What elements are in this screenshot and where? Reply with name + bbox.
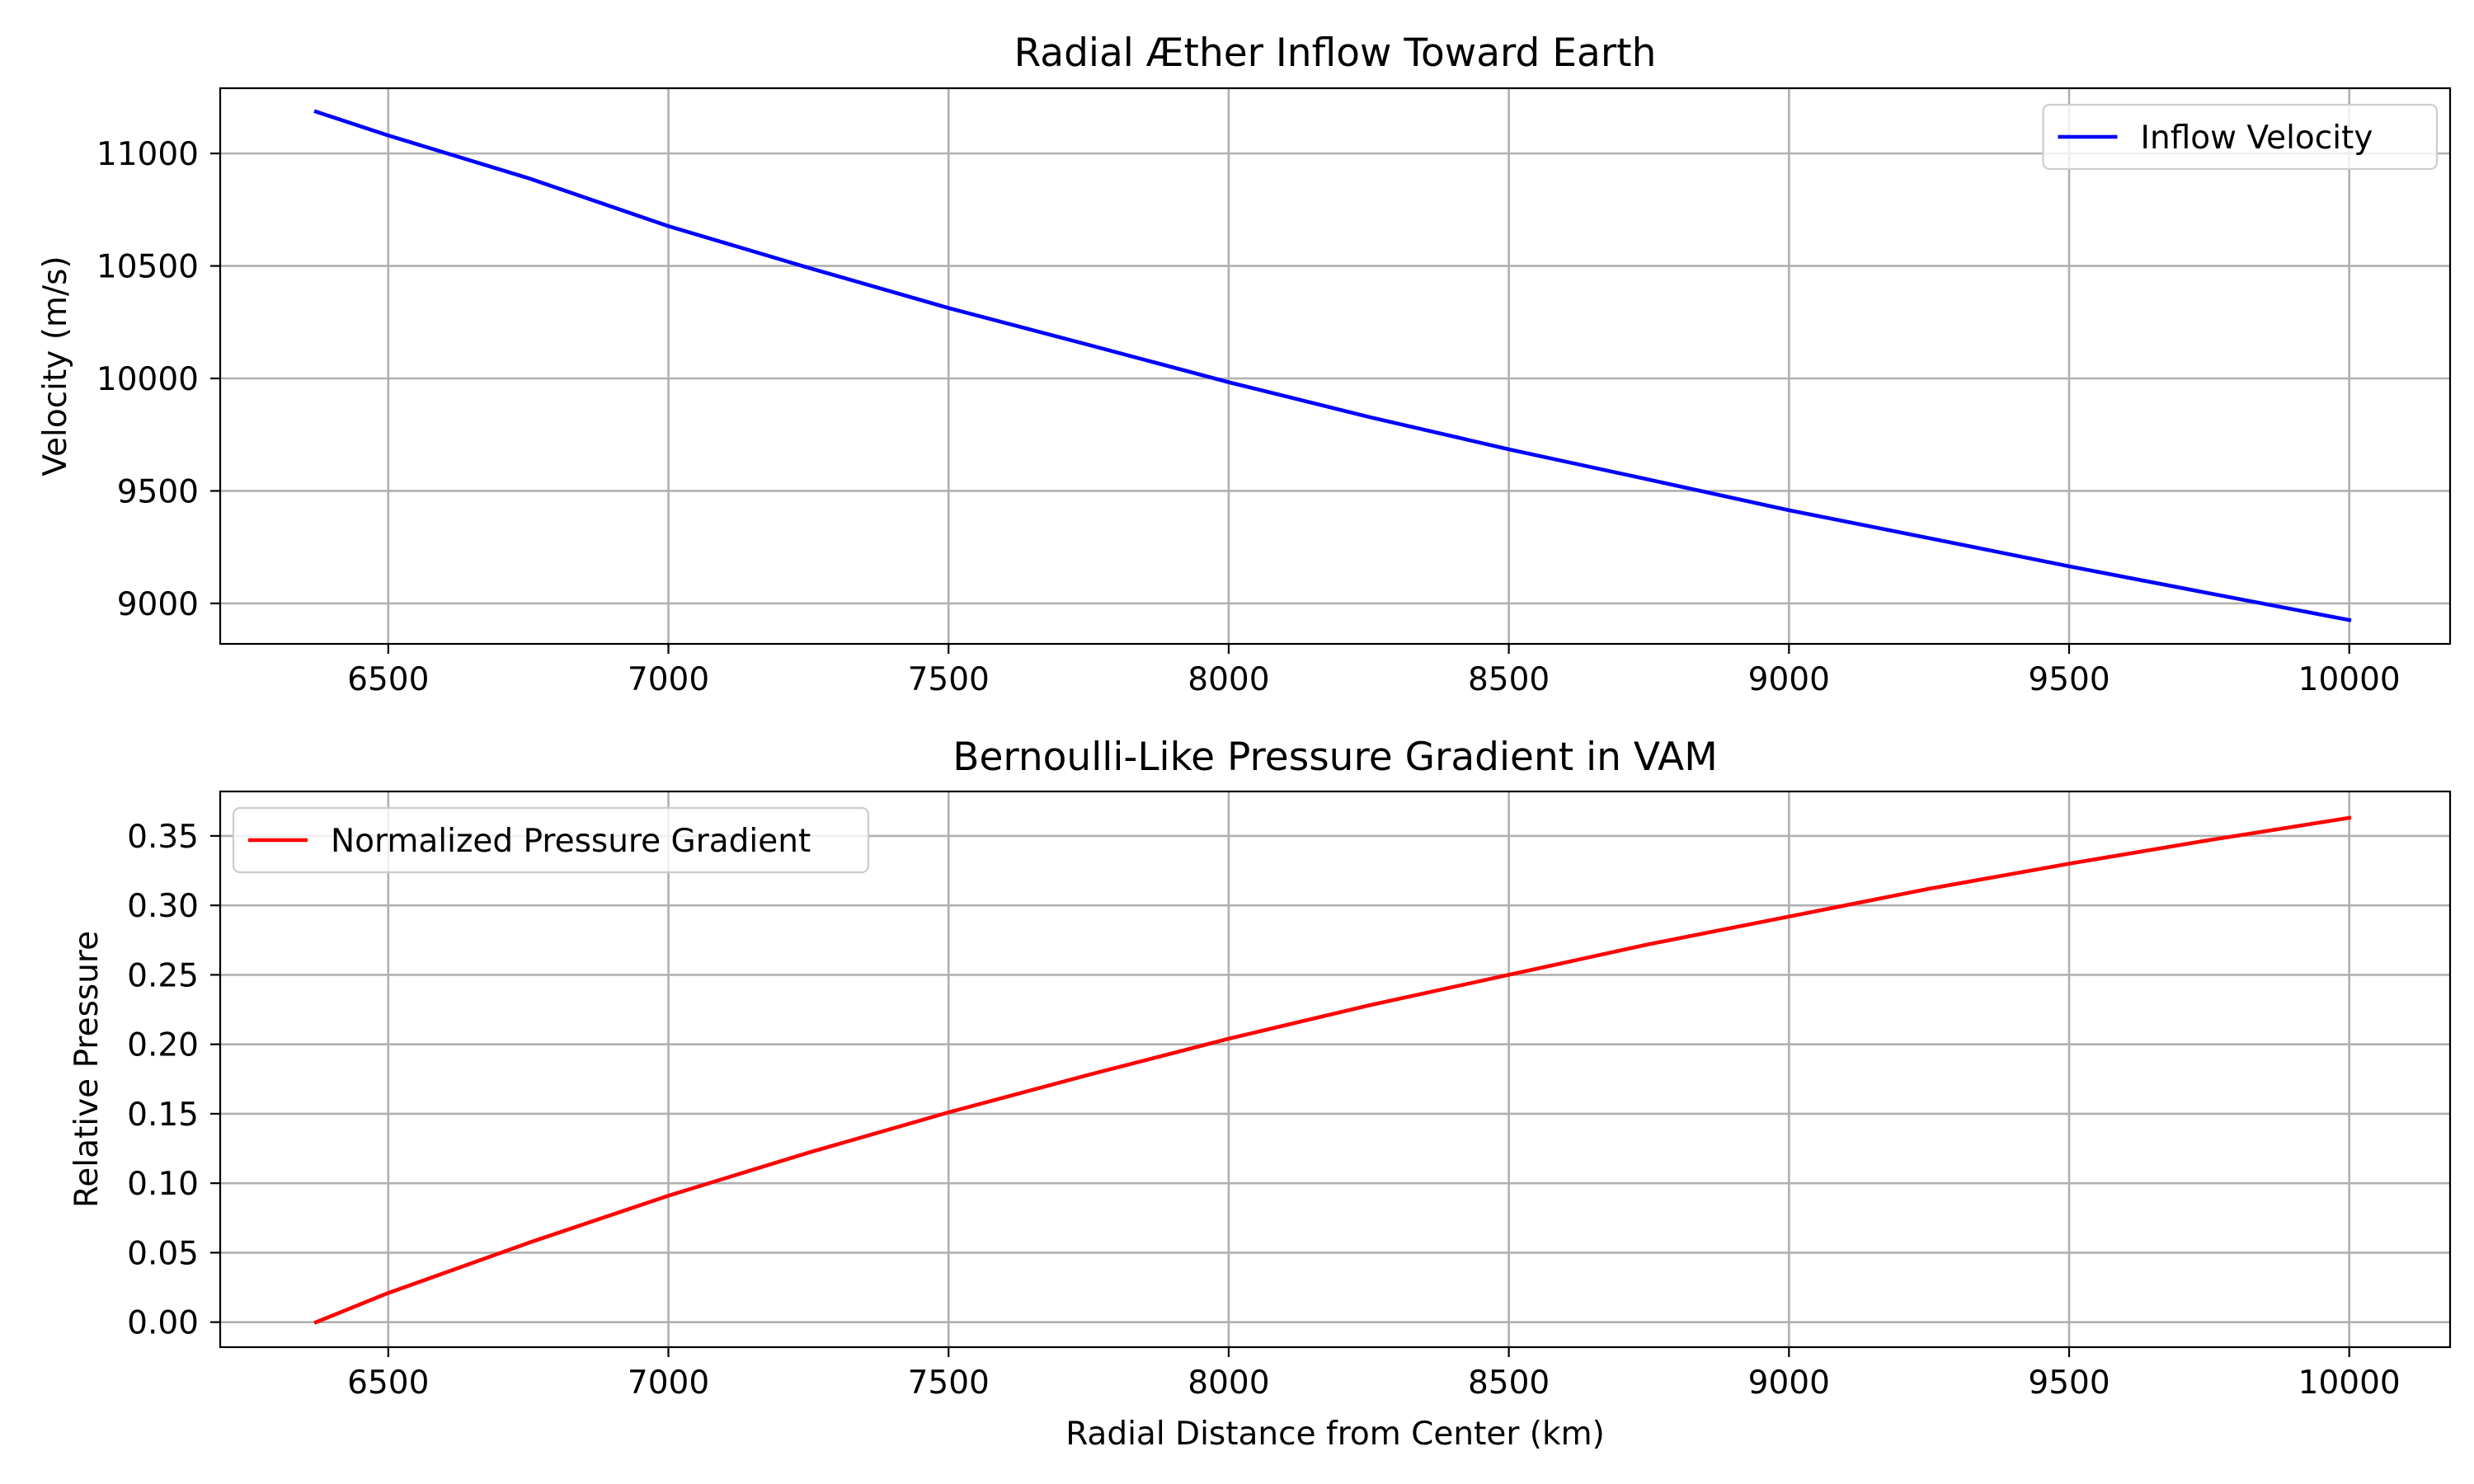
series-layer xyxy=(313,109,2352,622)
x-tick-label: 8500 xyxy=(1468,661,1550,698)
legend: Inflow Velocity xyxy=(2042,103,2439,171)
chart-title: Radial Æther Inflow Toward Earth xyxy=(1014,31,1657,76)
ticks: 6500 7000 7500 8000 8500 9000 9500 10000 0.00 0.0… xyxy=(127,819,2401,1402)
ticks: 6500 7000 7500 8000 8500 9000 9500 10000 9000 950… xyxy=(96,136,2401,698)
y-tick-label: 0.25 xyxy=(127,957,199,994)
x-tick-label: 10000 xyxy=(2298,1364,2401,1402)
x-tick-label: 9000 xyxy=(1748,661,1830,698)
x-tick-label: 6500 xyxy=(347,661,429,698)
y-tick-label: 0.05 xyxy=(127,1235,199,1272)
x-tick-label: 7000 xyxy=(628,1364,709,1402)
x-tick-label: 8500 xyxy=(1468,1364,1550,1402)
x-tick-label: 7500 xyxy=(908,1364,990,1402)
series-layer xyxy=(313,815,2352,1325)
y-tick-label: 10500 xyxy=(96,249,199,286)
y-axis-label: Relative Pressure xyxy=(68,931,106,1208)
y-tick-label: 9500 xyxy=(117,473,199,510)
x-tick-label: 6500 xyxy=(347,1364,429,1402)
x-tick-label: 7500 xyxy=(908,661,990,698)
y-tick-label: 0.30 xyxy=(127,888,199,925)
x-tick-label: 8000 xyxy=(1188,661,1269,698)
legend-label: Normalized Pressure Gradient xyxy=(331,823,811,860)
pressure-chart: Bernoulli-Like Pressure Gradient in VAM … xyxy=(68,735,2452,1453)
grid xyxy=(220,791,2450,1347)
velocity-chart: Radial Æther Inflow Toward Earth Velocit… xyxy=(37,31,2452,698)
chart-title: Bernoulli-Like Pressure Gradient in VAM xyxy=(952,735,1718,780)
x-axis-label: Radial Distance from Center (km) xyxy=(1065,1416,1605,1453)
y-tick-label: 0.15 xyxy=(127,1097,199,1134)
series-line-1 xyxy=(313,109,2352,622)
x-tick-label: 9000 xyxy=(1748,1364,1830,1402)
y-tick-label: 0.20 xyxy=(127,1027,199,1064)
grid xyxy=(220,88,2450,644)
x-tick-label: 8000 xyxy=(1188,1364,1269,1402)
plot-frame xyxy=(219,790,2452,1349)
y-axis-label: Velocity (m/s) xyxy=(37,256,74,476)
plot-frame xyxy=(219,87,2452,646)
x-tick-label: 10000 xyxy=(2298,661,2401,698)
series-line-1 xyxy=(313,815,2352,1325)
y-tick-label: 10000 xyxy=(96,361,199,398)
y-tick-label: 0.00 xyxy=(127,1305,199,1342)
legend-label: Inflow Velocity xyxy=(2141,120,2373,157)
legend-box xyxy=(2042,103,2439,171)
y-tick-label: 0.10 xyxy=(127,1166,199,1203)
y-tick-label: 0.35 xyxy=(127,819,199,856)
y-tick-label: 11000 xyxy=(96,136,199,173)
x-tick-label: 9500 xyxy=(2028,661,2109,698)
x-tick-label: 7000 xyxy=(628,661,709,698)
legend: Normalized Pressure Gradient xyxy=(232,806,870,874)
x-tick-label: 9500 xyxy=(2028,1364,2109,1402)
y-tick-label: 9000 xyxy=(117,586,199,623)
legend-box xyxy=(232,806,870,874)
